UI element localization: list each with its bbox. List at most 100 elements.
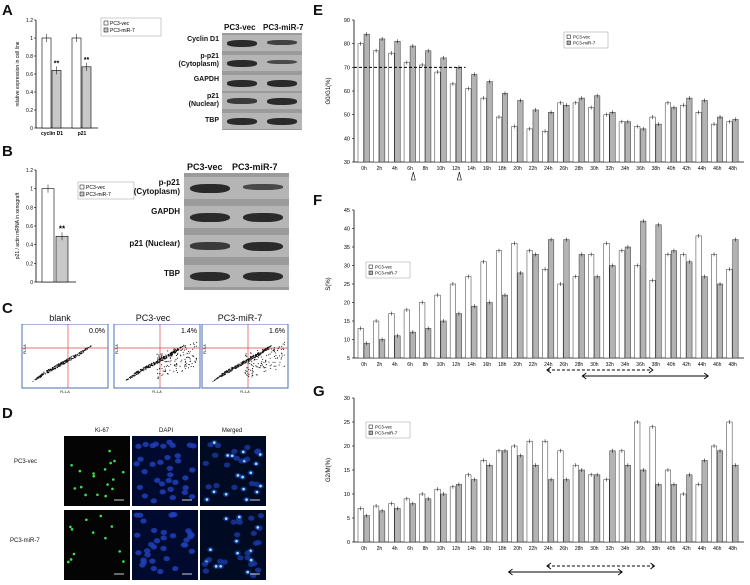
bar-vec <box>388 503 395 543</box>
fc-event <box>46 370 48 372</box>
ylabel: S(%) <box>326 277 332 290</box>
fc-event <box>246 356 248 358</box>
micro-nucleus <box>159 489 166 495</box>
bar-mir7 <box>640 128 647 163</box>
blot-b-image <box>184 173 289 290</box>
micro-panel <box>64 510 130 580</box>
a-xtick-label: p21 <box>78 131 87 137</box>
bar-vec <box>480 261 487 359</box>
fc-event <box>185 356 188 359</box>
fc-event <box>262 349 265 351</box>
fc-event <box>216 377 218 379</box>
fc-event <box>221 374 223 376</box>
fc-axis-x: FL1-A <box>240 390 250 394</box>
fc-event <box>185 360 187 362</box>
bar-vec <box>495 116 502 163</box>
fc-event <box>262 350 264 352</box>
bar-mir7 <box>394 41 401 163</box>
bar-vec <box>403 309 410 359</box>
ytick-label: 70 <box>344 65 350 71</box>
fc-event <box>177 352 179 354</box>
xtick-label: 46h <box>713 166 722 172</box>
bar-vec <box>588 107 595 163</box>
xtick-label: 30h <box>590 546 599 552</box>
a-ytick-label: 1.2 <box>26 18 33 24</box>
a-ytick-label: 0.4 <box>26 90 33 96</box>
ytick-label: 0 <box>347 540 350 546</box>
fc-event <box>240 362 242 364</box>
xtick-label: 4h <box>392 546 398 552</box>
fc-event <box>64 363 66 365</box>
bar-vec <box>542 440 549 543</box>
fc-event <box>157 377 159 379</box>
blot-band <box>190 241 231 250</box>
bar-vec <box>680 493 687 543</box>
blot-a-label-cyclind1: Cyclin D1 <box>187 36 219 43</box>
fc-event <box>273 365 275 367</box>
fc-event <box>160 357 162 360</box>
fc-event <box>261 348 264 350</box>
bar-vec <box>388 313 395 359</box>
fc-event <box>145 368 147 370</box>
bar-mir7 <box>409 503 416 543</box>
blot-b-label-gapdh: GAPDH <box>151 207 180 216</box>
fc-event <box>142 367 145 369</box>
fc-event <box>165 365 167 367</box>
fc-event <box>240 364 243 366</box>
fc-event <box>245 374 248 376</box>
a-ytick-label: 0.8 <box>26 54 33 60</box>
fc-event <box>283 341 285 343</box>
micro-nucleus <box>205 557 213 563</box>
fc-event <box>260 353 262 355</box>
micro-ki67 <box>110 525 114 528</box>
bar-mir7 <box>701 276 708 359</box>
micro-ki67 <box>111 487 114 491</box>
fc-event <box>160 359 162 361</box>
fc-event <box>255 355 257 357</box>
fc-event <box>271 351 273 353</box>
a-bar <box>41 37 52 129</box>
bar-mir7 <box>655 484 662 543</box>
bar-vec <box>664 254 671 359</box>
micro-nucleus <box>233 455 240 461</box>
micro-nucleus <box>164 454 171 461</box>
xtick-label: 40h <box>667 166 676 172</box>
fc-event <box>41 374 43 376</box>
blot-a-header-vec: PC3-vec <box>224 23 256 32</box>
micro-ki67 <box>255 490 259 494</box>
chart-a: 0 0.2 0.4 0.6 0.8 1 1.2 relative expression in … <box>15 17 162 137</box>
legend-item: PC3-vec <box>375 425 393 430</box>
micro-nucleus <box>244 550 251 556</box>
fc-event <box>247 372 249 374</box>
fc-event <box>68 359 70 361</box>
fc-event <box>247 367 249 369</box>
fc-event <box>276 357 279 359</box>
fc-event <box>169 354 171 356</box>
legend-box <box>365 421 411 439</box>
fc-event <box>283 365 285 367</box>
blot-band <box>266 39 298 45</box>
fc-plot-frame <box>113 324 201 389</box>
fc-event <box>253 356 255 359</box>
b-ytick-label: 0.8 <box>26 205 33 211</box>
fc-event <box>172 351 174 353</box>
bar-vec <box>557 283 564 359</box>
bar-mir7 <box>732 119 739 163</box>
bar-vec <box>526 128 533 163</box>
xtick-label: 16h <box>483 166 492 172</box>
micro-ki67 <box>69 558 73 561</box>
fc-event <box>70 356 73 358</box>
fc-event <box>228 370 230 372</box>
micro-ki67 <box>96 493 99 497</box>
ytick-label: 35 <box>344 245 350 251</box>
micro-nucleus <box>167 472 174 478</box>
fc-event <box>65 359 67 361</box>
ytick-label: 25 <box>344 420 350 426</box>
fc-event <box>261 364 264 366</box>
fc-event <box>237 366 239 368</box>
fc-event <box>60 362 62 364</box>
bar-vec <box>603 114 610 163</box>
blot-band <box>242 241 283 252</box>
fc-event <box>67 359 69 361</box>
fc-event <box>175 354 178 357</box>
